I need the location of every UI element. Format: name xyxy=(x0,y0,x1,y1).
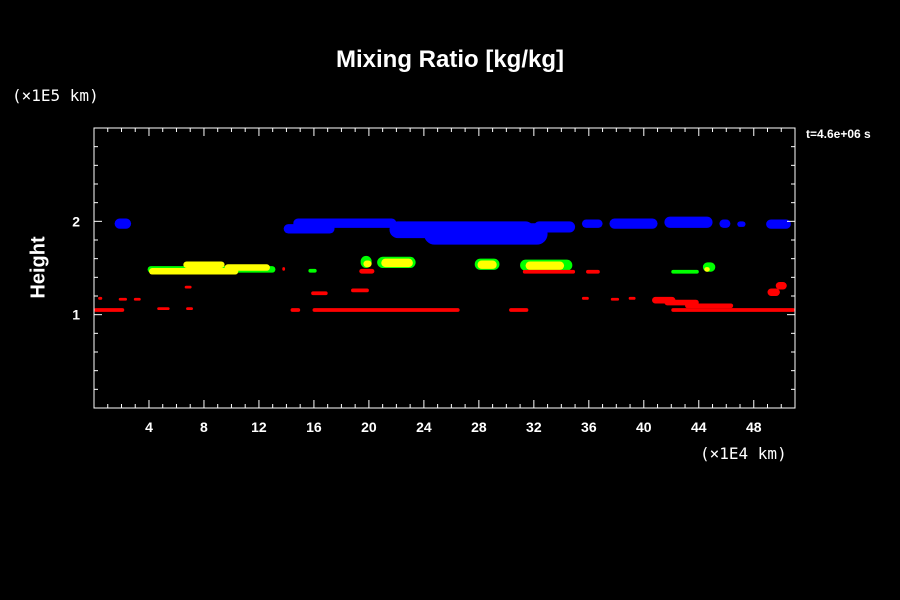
data-region-3-15 xyxy=(157,307,170,310)
x-tick-label: 16 xyxy=(306,419,322,435)
x-tick-label: 8 xyxy=(200,419,208,435)
data-region-0-10 xyxy=(737,221,746,227)
data-region-3-17 xyxy=(186,307,193,310)
data-region-3-4 xyxy=(671,308,795,312)
x-tick-label: 40 xyxy=(636,419,652,435)
data-region-2-0 xyxy=(148,268,239,275)
data-region-3-2 xyxy=(312,308,460,312)
data-region-2-4 xyxy=(363,260,372,268)
x-axis-unit: (×1E4 km) xyxy=(700,444,787,463)
data-region-0-7 xyxy=(609,218,658,229)
x-tick-label: 4 xyxy=(145,419,153,435)
y-axis-unit: (×1E5 km) xyxy=(12,86,99,105)
data-region-3-19 xyxy=(522,269,576,274)
x-tick-label: 44 xyxy=(691,419,707,435)
data-region-3-6 xyxy=(351,288,369,293)
data-region-0-6 xyxy=(581,219,603,228)
data-region-3-5 xyxy=(311,291,328,296)
data-region-2-5 xyxy=(477,260,497,269)
data-region-3-24 xyxy=(581,296,589,300)
data-region-3-11 xyxy=(767,288,780,296)
x-tick-label: 48 xyxy=(746,419,762,435)
data-region-3-12 xyxy=(98,296,103,300)
x-tick-label: 28 xyxy=(471,419,487,435)
data-region-0-9 xyxy=(719,219,731,228)
x-tick-label: 12 xyxy=(251,419,267,435)
data-region-3-1 xyxy=(290,308,301,312)
data-region-0-8 xyxy=(664,216,713,228)
data-region-3-13 xyxy=(118,297,127,301)
data-region-2-2 xyxy=(224,264,270,271)
data-region-0-5 xyxy=(533,221,576,233)
x-tick-label: 32 xyxy=(526,419,542,435)
y-tick-label: 2 xyxy=(72,213,80,229)
plot-frame xyxy=(93,127,796,409)
chart-title: Mixing Ratio [kg/kg] xyxy=(336,46,564,73)
data-region-2-7 xyxy=(704,267,710,272)
data-region-3-9 xyxy=(685,303,734,309)
data-region-3-10 xyxy=(775,282,787,290)
x-tick-label: 36 xyxy=(581,419,597,435)
data-region-0-0 xyxy=(114,218,132,229)
data-region-1-1 xyxy=(308,268,317,273)
data-region-3-0 xyxy=(94,308,125,312)
data-region-0-11 xyxy=(766,219,791,229)
data-region-0-2 xyxy=(293,218,397,228)
data-region-2-1 xyxy=(183,261,225,268)
data-region-3-18 xyxy=(359,268,375,274)
data-region-2-6 xyxy=(525,261,565,270)
data-region-2-3 xyxy=(381,258,413,268)
data-region-3-14 xyxy=(133,297,141,301)
x-tick-label: 24 xyxy=(416,419,432,435)
data-region-3-3 xyxy=(509,308,529,312)
data-region-3-16 xyxy=(184,285,192,289)
data-region-3-22 xyxy=(610,297,620,301)
y-tick-label: 1 xyxy=(72,307,80,323)
data-region-3-20 xyxy=(586,269,600,274)
data-region-0-4 xyxy=(423,223,548,245)
data-region-3-23 xyxy=(628,296,636,300)
data-region-3-21 xyxy=(282,267,286,271)
x-tick-label: 20 xyxy=(361,419,377,435)
time-annotation: t=4.6e+06 s xyxy=(806,127,871,141)
data-region-1-6 xyxy=(671,269,699,274)
